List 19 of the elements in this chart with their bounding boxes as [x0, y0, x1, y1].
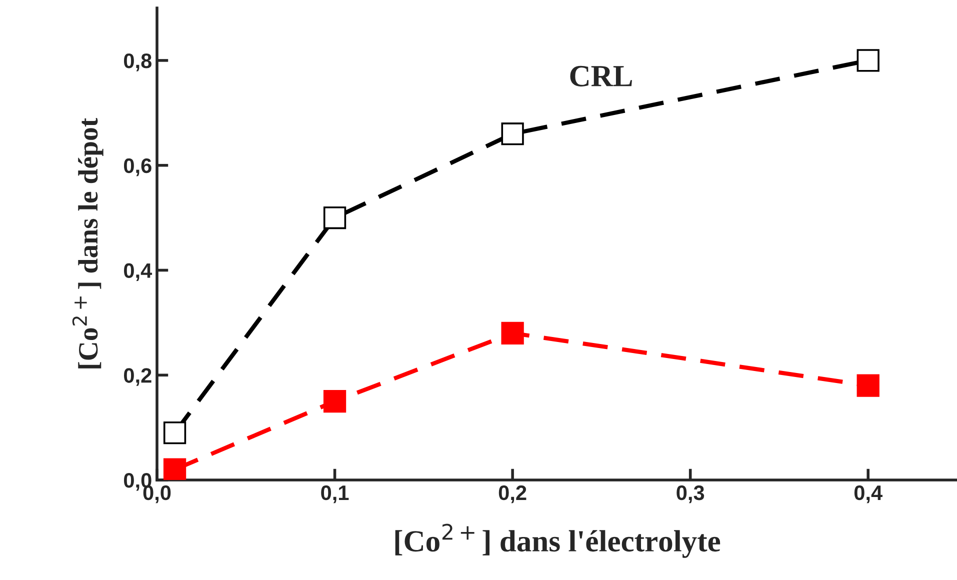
point: [323, 390, 346, 413]
point: [856, 374, 880, 397]
annotation: CRL: [570, 66, 632, 86]
x-axis-title: [Co$^{2+}$] dans l'électrolyte: [395, 524, 720, 558]
x-tick-label: 0,3: [676, 485, 704, 504]
point: [501, 122, 524, 146]
x-tick-label: 0,4: [854, 485, 882, 504]
point: [323, 206, 346, 230]
y-tick-label: 0,8: [124, 53, 152, 72]
x-tick-label: 0,1: [321, 485, 349, 504]
y-tick-label: 0,2: [124, 368, 152, 386]
x-tick-label: 0,2: [498, 485, 526, 504]
y-tick-label: 0,6: [124, 158, 152, 176]
y-tick-label: 0,4: [124, 263, 152, 281]
point: [501, 322, 524, 344]
point: [163, 421, 186, 444]
point: [856, 49, 880, 72]
y-axis-title: [Co$^{2+}$] dans le dépot: [72, 118, 104, 368]
point: [163, 458, 186, 480]
